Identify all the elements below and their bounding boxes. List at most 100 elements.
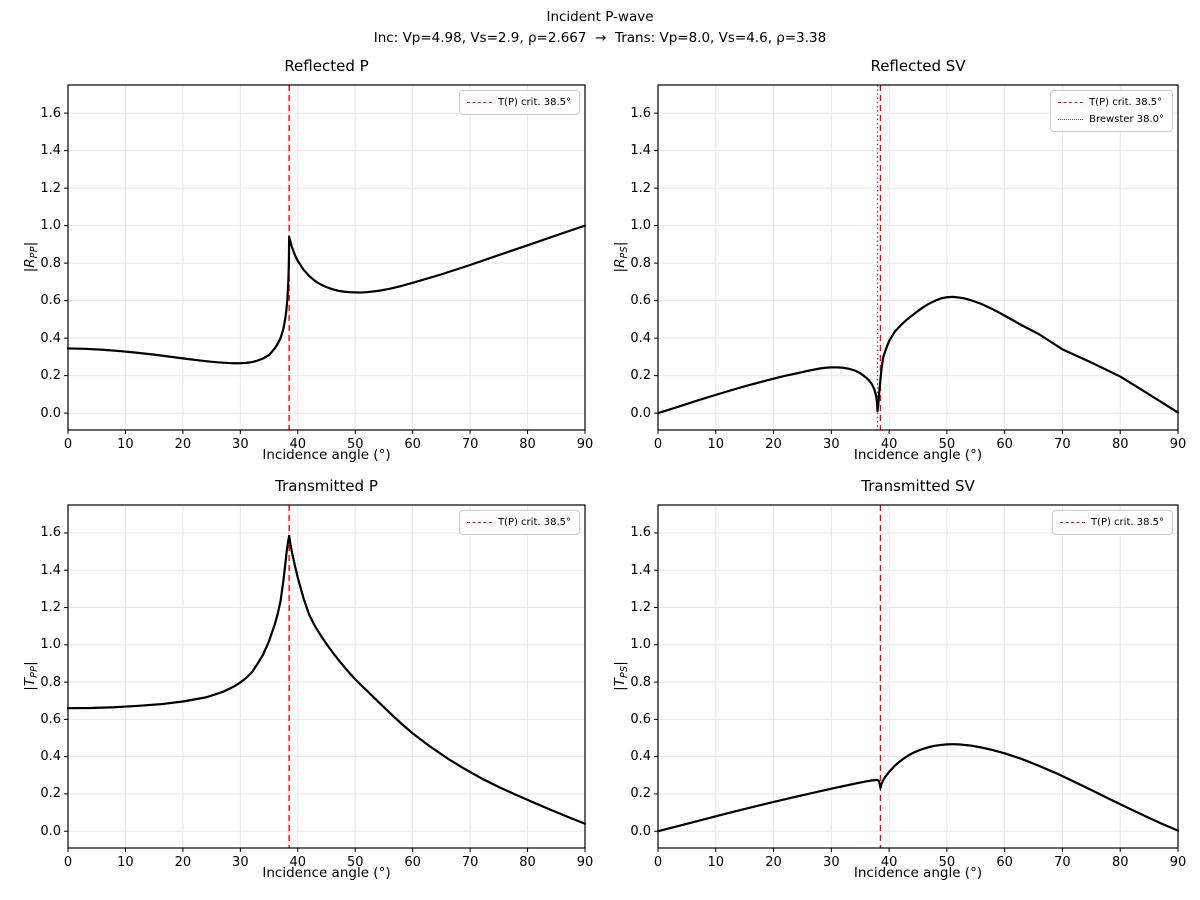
x-tick-label: 40 (289, 437, 307, 452)
y-tick-label: 1.0 (40, 637, 61, 653)
legend: T(P) crit. 38.5° (1051, 510, 1173, 535)
y-tick-label: 0.6 (40, 293, 61, 309)
x-tick-label: 10 (707, 855, 725, 870)
y-tick-label: 0.4 (630, 330, 651, 346)
x-tick-label: 90 (1169, 437, 1187, 452)
legend-entry: T(P) crit. 38.5° (1059, 514, 1164, 531)
suptitle-line-2: Inc: Vp=4.98, Vs=2.9, ρ=2.667 → Trans: V… (373, 29, 827, 46)
legend: T(P) crit. 38.5° (458, 90, 580, 115)
x-tick-label: 80 (519, 855, 536, 870)
x-tick-label: 50 (938, 855, 956, 870)
y-tick-label: 0.0 (40, 823, 61, 839)
subplot-title-reflected-p: Reflected P (284, 57, 369, 75)
legend-entry-label: T(P) crit. 38.5° (1090, 517, 1164, 528)
y-tick-label: 0.0 (630, 405, 651, 421)
y-tick-label: 1.0 (630, 637, 651, 653)
curve-tpp (66, 534, 587, 825)
x-axis-label: Incidence angle (°) (262, 447, 391, 463)
x-tick-label: 50 (938, 437, 956, 452)
legend-line-sample (1058, 102, 1084, 103)
x-tick-label: 70 (461, 855, 479, 870)
x-tick-label: 40 (880, 855, 898, 870)
x-tick-label: 70 (1054, 855, 1071, 870)
x-tick-label: 80 (1111, 855, 1129, 870)
y-tick-label: 1.6 (40, 105, 61, 121)
x-tick-label: 70 (1054, 437, 1071, 452)
curve-rpp (66, 224, 587, 365)
y-tick-label: 0.8 (630, 255, 651, 271)
subplot-title-reflected-sv: Reflected SV (870, 57, 966, 75)
legend-entry-label: T(P) crit. 38.5° (1089, 97, 1163, 108)
y-tick-label: 1.4 (40, 562, 61, 578)
y-tick-label: 0.6 (630, 293, 651, 309)
x-tick-label: 30 (232, 855, 249, 870)
x-tick-label: 30 (823, 855, 840, 870)
legend-entry: T(P) crit. 38.5° (1058, 94, 1164, 111)
legend-line-sample (466, 102, 492, 103)
x-axis-label: Incidence angle (°) (262, 865, 391, 881)
y-tick-label: 1.2 (630, 600, 651, 616)
x-tick-label: 30 (823, 437, 840, 452)
suptitle-line-1: Incident P-wave (546, 9, 654, 25)
y-tick-label: 1.6 (630, 105, 651, 121)
y-tick-label: 1.2 (630, 180, 651, 196)
legend-entry: T(P) crit. 38.5° (466, 94, 571, 111)
x-tick-label: 20 (765, 437, 782, 452)
curve-tps (656, 743, 1180, 833)
x-tick-label: 90 (1169, 855, 1187, 870)
y-tick-label: 1.6 (40, 525, 61, 541)
legend-line-sample (1059, 522, 1085, 523)
y-tick-label: 0.4 (630, 749, 651, 765)
x-tick-label: 20 (174, 855, 192, 870)
x-tick-label: 60 (996, 437, 1013, 452)
x-tick-label: 10 (117, 855, 134, 870)
axes-spines (67, 504, 586, 849)
x-tick-label: 40 (289, 855, 307, 870)
y-tick-label: 0.0 (630, 823, 651, 839)
legend-entry-label: Brewster 38.0° (1089, 114, 1164, 125)
x-tick-label: 30 (232, 437, 249, 452)
x-tick-label: 90 (576, 437, 594, 452)
y-tick-label: 1.2 (40, 180, 61, 196)
legend-entry-label: T(P) crit. 38.5° (497, 517, 571, 528)
x-tick-label: 80 (1111, 437, 1129, 452)
x-tick-label: 10 (707, 437, 725, 452)
y-tick-label: 0.0 (40, 405, 61, 421)
axes-spines (657, 504, 1179, 849)
x-tick-label: 10 (117, 437, 134, 452)
legend-entry: Brewster 38.0° (1058, 111, 1164, 128)
x-tick-label: 90 (576, 855, 594, 870)
x-tick-label: 70 (461, 437, 479, 452)
subplot-title-transmitted-p: Transmitted P (275, 477, 378, 495)
x-tick-label: 0 (63, 437, 73, 452)
y-tick-label: 1.0 (40, 218, 61, 234)
x-tick-label: 50 (346, 437, 364, 452)
x-tick-label: 0 (653, 855, 663, 870)
x-tick-label: 60 (404, 855, 421, 870)
x-tick-label: 20 (765, 855, 782, 870)
y-tick-label: 1.0 (630, 218, 651, 234)
y-tick-label: 0.2 (40, 786, 61, 802)
x-tick-label: 0 (63, 855, 73, 870)
subplot-title-transmitted-sv: Transmitted SV (861, 477, 975, 495)
y-tick-label: 0.2 (40, 368, 61, 384)
y-tick-label: 0.6 (40, 711, 61, 727)
legend: T(P) crit. 38.5° Brewster 38.0° (1050, 90, 1173, 132)
y-tick-label: 1.2 (40, 600, 61, 616)
y-tick-label: 0.2 (630, 368, 651, 384)
x-tick-label: 80 (519, 437, 536, 452)
y-tick-label: 0.8 (40, 674, 61, 690)
x-axis-label: Incidence angle (°) (853, 447, 983, 463)
y-tick-label: 0.8 (40, 255, 61, 271)
x-tick-label: 50 (346, 855, 364, 870)
x-tick-label: 60 (996, 855, 1013, 870)
ylabel-bar-close: | (22, 661, 38, 666)
axes-spines (657, 84, 1179, 431)
x-tick-label: 60 (404, 437, 421, 452)
legend-line-sample (466, 522, 492, 523)
x-tick-label: 20 (174, 437, 192, 452)
y-tick-label: 1.6 (630, 525, 651, 541)
y-tick-label: 0.4 (40, 749, 61, 765)
x-tick-label: 40 (880, 437, 898, 452)
